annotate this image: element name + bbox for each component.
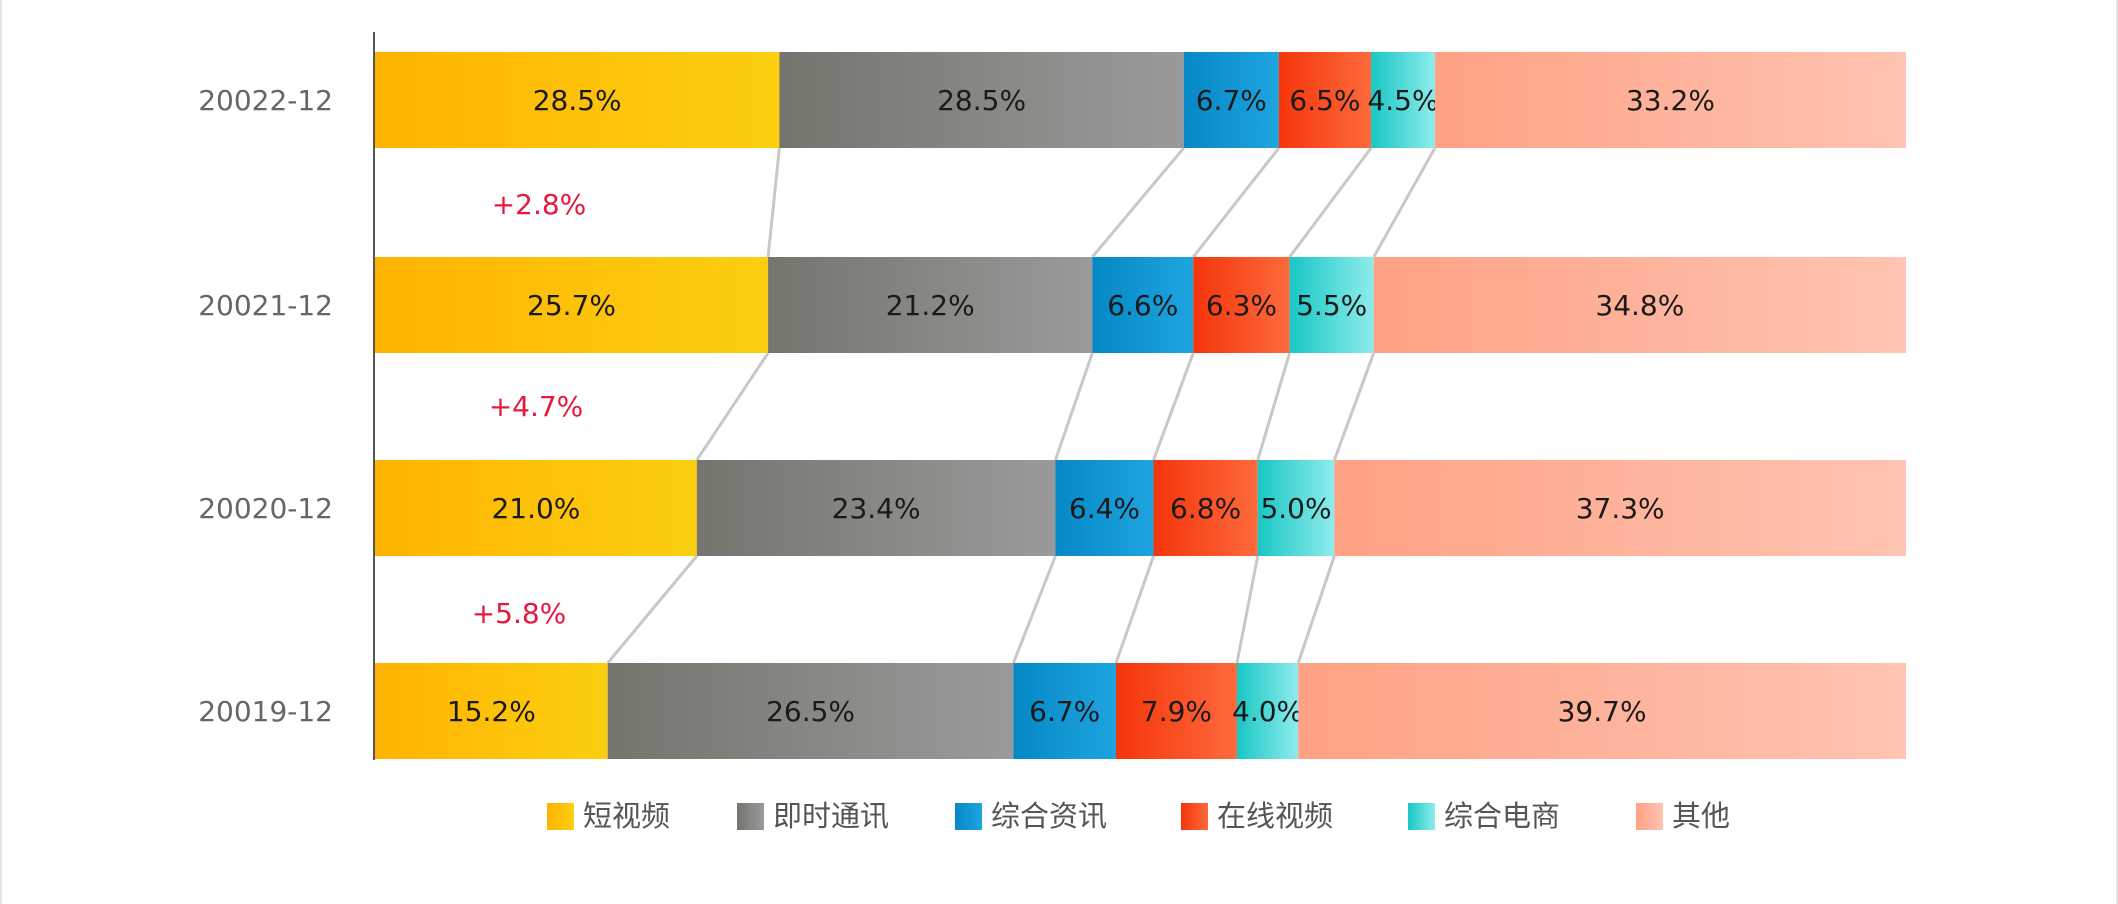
bar-segment [1013, 663, 1117, 759]
bar-segment [696, 460, 1056, 556]
legend-label: 即时通讯 [773, 799, 889, 833]
bar-value-label: 5.5% [1296, 289, 1367, 322]
bar-segment [1055, 460, 1154, 556]
connector-lines [606, 147, 1437, 664]
bar-segment [1289, 257, 1374, 353]
legend-swatch [737, 803, 764, 830]
bar-value-label: 6.7% [1029, 695, 1100, 728]
growth-annotations: +5.8% +4.7% +2.8% [472, 188, 587, 630]
bar-value-label: 5.0% [1260, 492, 1331, 525]
bar-value-label: 6.6% [1107, 289, 1178, 322]
bar-value-label: 37.3% [1576, 492, 1665, 525]
bar-segment [1193, 257, 1290, 353]
connector-line [1192, 147, 1281, 258]
growth-annotation: +2.8% [492, 188, 587, 221]
connector-line [695, 352, 770, 461]
legend-swatch [955, 803, 982, 830]
bar-value-label: 28.5% [533, 84, 622, 117]
bar-value-label: 4.5% [1367, 84, 1438, 117]
connector-line [1012, 555, 1057, 664]
bar-segment [768, 257, 1093, 353]
bar-value-label: 34.8% [1595, 289, 1684, 322]
connector-line [1296, 555, 1336, 664]
bar-value-label: 15.2% [447, 695, 536, 728]
bar-value-label: 25.7% [527, 289, 616, 322]
connector-line [1152, 352, 1195, 461]
bar-segment [375, 460, 697, 556]
connector-line [1054, 352, 1094, 461]
legend: 短视频 即时通讯 综合资讯 在线视频 综合电商 其他 [547, 799, 1730, 833]
legend-swatch [1408, 803, 1435, 830]
legend-swatch [1636, 803, 1663, 830]
connector-line [606, 555, 698, 664]
legend-label: 其他 [1672, 799, 1730, 833]
category-label: 20021-12 [198, 289, 333, 322]
connector-line [1288, 147, 1373, 258]
bar-segment [1373, 257, 1906, 353]
bar-segment [375, 663, 608, 759]
bar-value-label: 6.8% [1170, 492, 1241, 525]
growth-annotation: +4.7% [489, 390, 584, 423]
legend-label: 综合电商 [1444, 799, 1560, 833]
bar-segment [375, 257, 769, 353]
bar-segment [1236, 663, 1299, 759]
legend-label: 在线视频 [1217, 799, 1333, 833]
category-labels: 20019-12 20020-12 20021-12 20022-12 [198, 84, 333, 728]
bar-segment [1116, 663, 1237, 759]
bar-value-label: 21.0% [491, 492, 580, 525]
bar-value-label: 39.7% [1558, 695, 1647, 728]
connector-line [1256, 352, 1292, 461]
bars-group: 15.2% 26.5% 6.7% 7.9% 4.0% 39.7% 21.0% 23.4% 6.4… [375, 52, 1906, 759]
bar-segment [1278, 52, 1372, 148]
bar-segment [1092, 257, 1194, 353]
bar-segment [1371, 52, 1435, 148]
bar-value-label: 6.5% [1289, 84, 1360, 117]
connector-line [1372, 147, 1437, 258]
bar-value-label: 21.2% [886, 289, 975, 322]
bar-value-label: 23.4% [832, 492, 921, 525]
connector-line [1091, 147, 1185, 258]
bar-value-label: 6.7% [1196, 84, 1267, 117]
category-label: 20020-12 [198, 492, 333, 525]
category-label: 20019-12 [198, 695, 333, 728]
growth-annotation: +5.8% [472, 597, 567, 630]
bar-segment [607, 663, 1014, 759]
bar-segment [1298, 663, 1906, 759]
bar-segment [779, 52, 1184, 148]
bar-value-label: 4.0% [1232, 695, 1303, 728]
legend-label: 综合资讯 [991, 799, 1107, 833]
bar-segment [375, 52, 780, 148]
legend-label: 短视频 [583, 799, 670, 833]
bar-value-label: 6.4% [1069, 492, 1140, 525]
bar-segment [1153, 460, 1258, 556]
bar-value-label: 26.5% [766, 695, 855, 728]
connector-line [1114, 555, 1155, 664]
connector-line [766, 147, 781, 258]
bar-value-label: 7.9% [1141, 695, 1212, 728]
bar-value-label: 28.5% [937, 84, 1026, 117]
legend-swatch [1181, 803, 1208, 830]
bar-segment [1183, 52, 1279, 148]
bar-segment [1257, 460, 1335, 556]
legend-swatch [547, 803, 574, 830]
bar-segment [1334, 460, 1906, 556]
connector-line [1332, 352, 1376, 461]
connector-line [1235, 555, 1260, 664]
bar-value-label: 33.2% [1626, 84, 1715, 117]
category-label: 20022-12 [198, 84, 333, 117]
bar-segment [1434, 52, 1906, 148]
bar-value-label: 6.3% [1206, 289, 1277, 322]
